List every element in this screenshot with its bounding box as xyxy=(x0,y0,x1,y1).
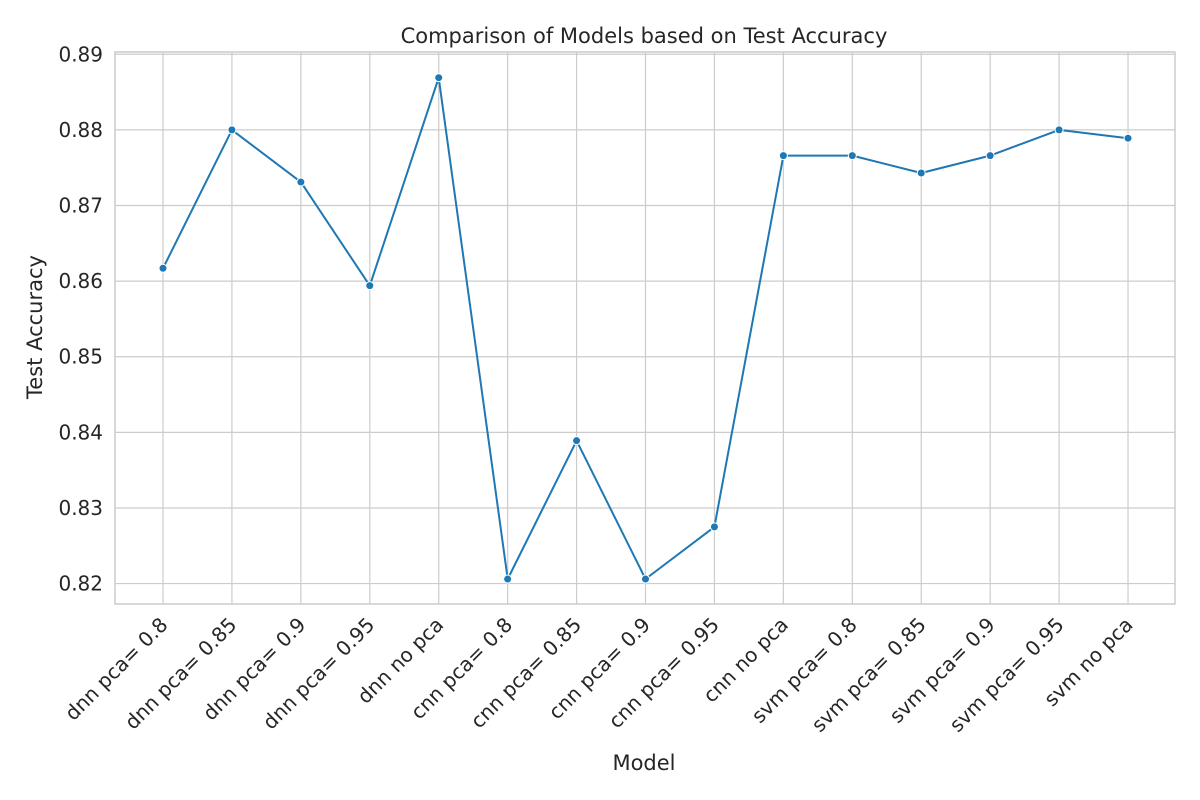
y-tick-label: 0.88 xyxy=(58,118,103,142)
y-tick-label: 0.82 xyxy=(58,572,103,596)
data-point xyxy=(158,263,168,273)
data-point xyxy=(778,151,788,161)
data-point xyxy=(1123,133,1133,143)
data-point xyxy=(503,574,513,584)
data-point xyxy=(709,522,719,532)
y-tick-label: 0.85 xyxy=(58,345,103,369)
y-axis-label: Test Accuracy xyxy=(23,255,47,400)
data-point xyxy=(985,151,995,161)
data-point xyxy=(847,151,857,161)
plot-border xyxy=(114,51,1176,605)
y-tick-labels: 0.82 0.83 0.84 0.85 0.86 0.87 0.88 0.89 xyxy=(58,42,103,595)
x-axis-label: Model xyxy=(612,751,675,775)
y-tick-label: 0.84 xyxy=(58,420,103,444)
grid-lines xyxy=(115,52,1175,604)
data-point xyxy=(1054,125,1064,135)
data-point xyxy=(227,125,237,135)
data-point xyxy=(434,73,444,83)
data-point xyxy=(296,177,306,187)
y-tick-label: 0.89 xyxy=(58,42,103,66)
y-tick-label: 0.87 xyxy=(58,194,103,218)
y-tick-label: 0.83 xyxy=(58,496,103,520)
y-tick-label: 0.86 xyxy=(58,269,103,293)
plot-frame xyxy=(114,51,1176,605)
data-point xyxy=(572,436,582,446)
chart-title: Comparison of Models based on Test Accur… xyxy=(401,24,888,48)
series-markers xyxy=(158,73,1133,584)
data-point xyxy=(916,168,926,178)
data-point xyxy=(365,281,375,291)
data-point xyxy=(641,574,651,584)
